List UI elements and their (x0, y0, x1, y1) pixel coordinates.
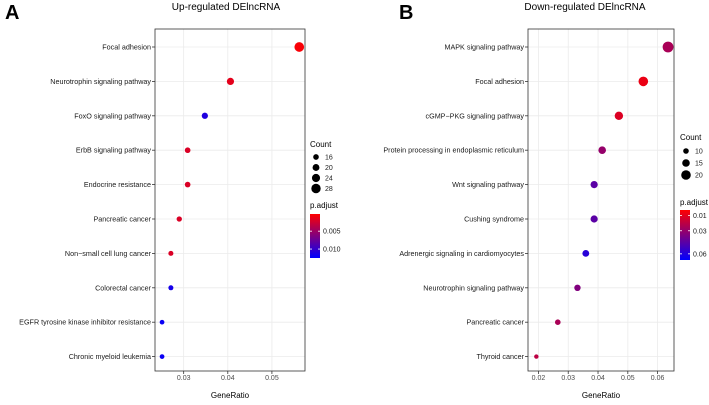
panel-a-x-tick-label: 0.04 (221, 375, 235, 382)
panel-a-colorbar-label: 0.010 (323, 247, 341, 254)
panel-a-x-tick-label: 0.03 (177, 375, 191, 382)
panel-a: A Up-regulated DElncRNA Focal adhesion Ne… (5, 2, 341, 400)
panel-a-points (159, 42, 305, 359)
panel-b-count-legend-dot (681, 170, 691, 180)
panel-b-count-legend-title: Count (680, 133, 702, 142)
panel-b-point (662, 41, 674, 53)
panel-b-x-tick-label: 0.05 (621, 375, 635, 382)
panel-a-count-legend-dot (313, 154, 319, 160)
panel-b-point (534, 354, 539, 359)
panel-a-point (201, 112, 208, 119)
panel-b-padjust-colorbar (680, 210, 690, 260)
panel-a-count-legend-dot (311, 183, 321, 194)
panel-b-category-label: Pancreatic cancer (466, 318, 524, 327)
panel-a-count-legend-dot (312, 164, 320, 171)
panel-a-x-ticks: 0.03 0.04 0.05 (177, 371, 279, 382)
panel-b-count-legend-label: 10 (695, 149, 703, 156)
panel-b-point (614, 111, 624, 121)
panel-b-category-label: Thyroid cancer (476, 352, 524, 361)
panel-b-count-legend-label: 15 (695, 161, 703, 168)
panel-a-point (184, 147, 191, 154)
panel-a-point (176, 216, 182, 222)
panel-a-point (168, 285, 174, 291)
panel-b-category-label: Neurotrophin signaling pathway (423, 283, 524, 292)
panel-a-padjust-colorbar (310, 214, 320, 258)
panel-a-count-legend-label: 20 (325, 165, 333, 172)
panel-a-category-label: Neurotrophin signaling pathway (50, 77, 151, 86)
panel-b-category-label: Protein processing in endoplasmic reticu… (383, 146, 524, 155)
panel-a-point (294, 42, 305, 52)
panel-a-category-label: Non−small cell lung cancer (65, 249, 152, 258)
panel-a-count-legend-label: 16 (325, 155, 333, 162)
panel-a-category-label: ErbB signaling pathway (76, 146, 152, 155)
panel-b-point (590, 181, 598, 189)
panel-b-point (574, 284, 581, 291)
panel-a-category-label: Focal adhesion (102, 43, 151, 52)
panel-a-point (184, 181, 191, 188)
panel-b-x-ticks: 0.02 0.03 0.04 0.05 0.06 (532, 371, 665, 382)
panel-b-category-label: MAPK signaling pathway (444, 43, 524, 52)
panel-b-point (582, 250, 590, 257)
panel-b-points (534, 41, 674, 359)
panel-a-colorbar-label: 0.005 (323, 229, 341, 236)
panel-b-category-labels: MAPK signaling pathway Focal adhesion cGMP… (383, 43, 528, 361)
panel-label-a: A (5, 2, 19, 24)
panel-b-category-label: Adrenergic signaling in cardiomyocytes (399, 249, 524, 258)
panel-a-category-label: FoxO signaling pathway (74, 111, 151, 120)
panel-a-category-label: EGFR tyrosine kinase inhibitor resistanc… (19, 318, 151, 327)
panel-b-x-tick-label: 0.02 (532, 375, 546, 382)
panel-b-colorbar-label: 0.06 (693, 251, 707, 258)
panel-a-category-labels: Focal adhesion Neurotrophin signaling pat… (19, 43, 155, 361)
panel-b-x-tick-label: 0.03 (561, 375, 575, 382)
panel-b-point (598, 146, 606, 154)
panel-label-b: B (399, 2, 413, 24)
panel-b-count-legend-label: 20 (695, 173, 703, 180)
panel-a-plot-frame (154, 28, 306, 372)
panel-a-padjust-legend-title: p.adjust (310, 201, 339, 210)
panel-a-point (159, 319, 165, 325)
panel-b: B Down-regulated DElncRNA MAPK signaling… (383, 2, 708, 400)
panel-b-category-label: Wnt signaling pathway (452, 180, 524, 189)
panel-a-category-label: Pancreatic cancer (93, 215, 151, 224)
panel-b-padjust-legend-title: p.adjust (680, 198, 709, 207)
panel-b-point (638, 76, 649, 87)
panel-a-count-legend-title: Count (310, 140, 332, 149)
panel-a-x-axis-label: GeneRatio (211, 391, 250, 400)
panel-a-x-tick-label: 0.05 (265, 375, 279, 382)
panel-a-point (159, 354, 165, 359)
panel-b-gridlines (528, 29, 674, 371)
panel-b-count-legend-dot (682, 159, 690, 167)
panel-b-colorbar-label: 0.01 (693, 213, 707, 220)
panel-a-count-legend-dot (311, 173, 321, 183)
panel-a-point (168, 250, 174, 256)
panel-b-point (554, 319, 561, 326)
panel-a-category-label: Endocrine resistance (84, 180, 151, 189)
panel-a-category-label: Chronic myeloid leukemia (69, 352, 151, 361)
panel-a-title: Up-regulated DElncRNA (172, 2, 281, 13)
panel-a-count-legend-label: 28 (325, 186, 333, 193)
panel-a-category-label: Colorectal cancer (95, 283, 152, 292)
panel-b-count-legend-dot (683, 148, 689, 154)
panel-b-colorbar-label: 0.03 (693, 228, 707, 235)
panel-a-legend: Count 16 20 24 28 p.adjust 0.005 0.010 (310, 140, 341, 258)
panel-b-legend: Count 10 15 20 p.adjust 0.01 0.03 0.06 (680, 133, 709, 260)
panel-b-x-axis-label: GeneRatio (582, 391, 621, 400)
panel-b-plot-frame (527, 28, 675, 372)
panel-b-point (590, 215, 598, 223)
panel-b-title: Down-regulated DElncRNA (524, 2, 645, 13)
panel-a-count-legend-label: 24 (325, 176, 333, 183)
panel-a-point (226, 77, 235, 85)
panel-b-category-label: Focal adhesion (475, 77, 524, 86)
panel-b-x-tick-label: 0.06 (651, 375, 665, 382)
panel-b-category-label: Cushing syndrome (464, 215, 524, 224)
panel-b-x-tick-label: 0.04 (591, 375, 605, 382)
panel-b-category-label: cGMP−PKG signaling pathway (426, 111, 525, 120)
